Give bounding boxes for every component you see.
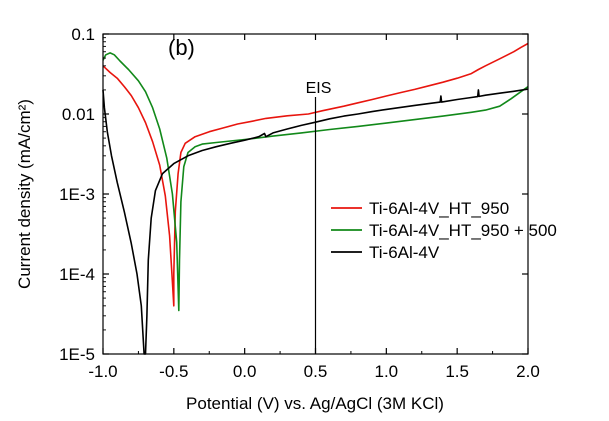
x-tick-label: 0.5 (304, 362, 328, 381)
series-layer (102, 42, 529, 355)
y-tick-label: 1E-4 (59, 265, 95, 284)
x-tick-label: 0.0 (233, 362, 257, 381)
x-tick-label: -0.5 (159, 362, 188, 381)
legend-item-label: Ti-6Al-4V (369, 243, 440, 262)
x-tick-label: 1.5 (445, 362, 469, 381)
x-tick-label: 1.0 (375, 362, 399, 381)
x-tick-label: -1.0 (88, 362, 117, 381)
y-axis-title: Current density (mA/cm²) (15, 99, 34, 289)
eis-label: EIS (306, 80, 332, 97)
y-tick-label: 0.1 (71, 25, 95, 44)
series-line-2 (102, 88, 529, 355)
x-axis-title: Potential (V) vs. Ag/AgCl (3M KCl) (186, 394, 444, 413)
x-tick-label: 2.0 (516, 362, 540, 381)
legend: Ti-6Al-4V_HT_950 Ti-6Al-4V_HT_950 + 500 Ti… (331, 199, 557, 262)
legend-item-label: Ti-6Al-4V_HT_950 (369, 199, 509, 218)
series-line-1 (102, 52, 529, 312)
legend-item-label: Ti-6Al-4V_HT_950 + 500 (369, 221, 557, 240)
axes-layer: -1.0 -0.5 0.0 0.5 1.0 1.5 2.0 1E-5 1E-4 1E-3 0.01 0… (59, 25, 540, 381)
panel-label: (b) (168, 35, 195, 60)
y-tick-label: 1E-3 (59, 185, 95, 204)
y-tick-label: 1E-5 (59, 345, 95, 364)
annotation-layer: EIS (306, 80, 332, 354)
y-tick-label: 0.01 (62, 105, 95, 124)
series-line-0 (102, 42, 529, 307)
